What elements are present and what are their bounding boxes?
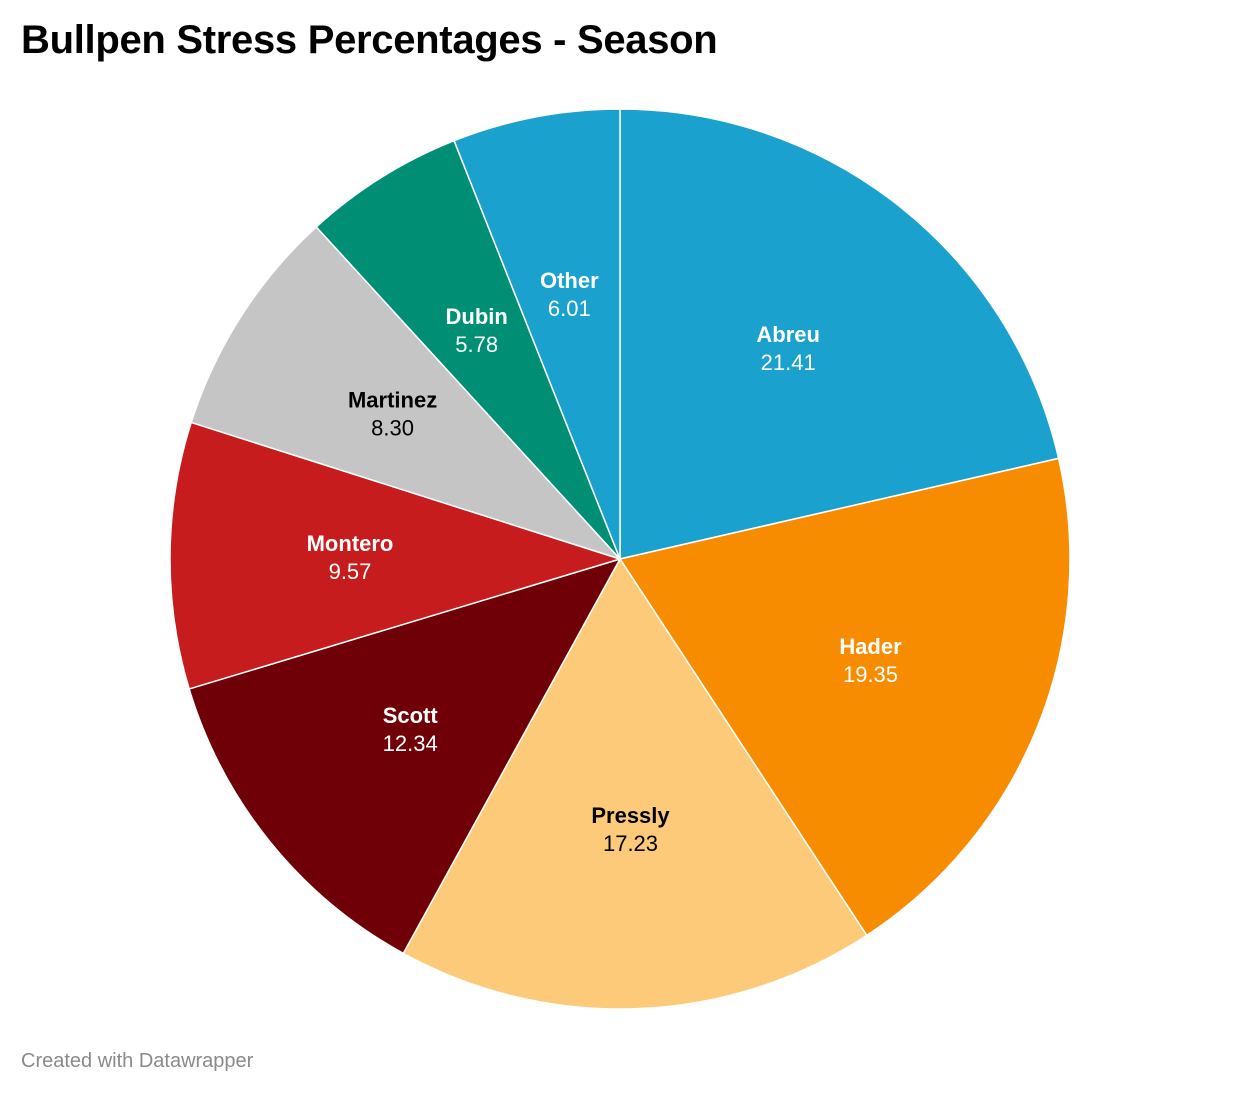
chart-title: Bullpen Stress Percentages - Season [21,18,718,62]
slice-value-other: 6.01 [548,296,591,321]
slice-value-hader: 19.35 [843,662,898,687]
slice-label-martinez: Martinez [348,388,437,413]
pie-labels: Abreu 21.41 Hader 19.35 Pressly 17.23 Scott 12.… [307,268,903,856]
pie-slices [169,108,1071,1010]
slice-label-abreu: Abreu [756,322,820,347]
slice-label-other: Other [540,268,599,293]
slice-value-pressly: 17.23 [603,831,658,856]
pie-slice-dubin [315,139,621,560]
pie-slice-hader [619,457,1071,937]
pie-slice-montero [169,421,621,690]
slice-label-montero: Montero [307,531,394,556]
slice-value-martinez: 8.30 [371,416,414,441]
slice-value-montero: 9.57 [329,559,372,584]
slice-value-dubin: 5.78 [455,332,498,357]
slice-label-dubin: Dubin [446,304,508,329]
slice-value-abreu: 21.41 [761,350,816,375]
footer-credit: Created with Datawrapper [21,1050,254,1072]
slice-value-scott: 12.34 [383,731,438,756]
pie-slice-martinez [190,226,621,560]
slice-label-hader: Hader [839,634,902,659]
pie-slice-other [453,108,621,560]
slice-label-scott: Scott [383,703,439,728]
pie-slice-abreu [619,108,1060,560]
pie-slice-scott [188,558,621,955]
pie-slice-pressly [402,558,868,1010]
slice-label-pressly: Pressly [591,803,670,828]
